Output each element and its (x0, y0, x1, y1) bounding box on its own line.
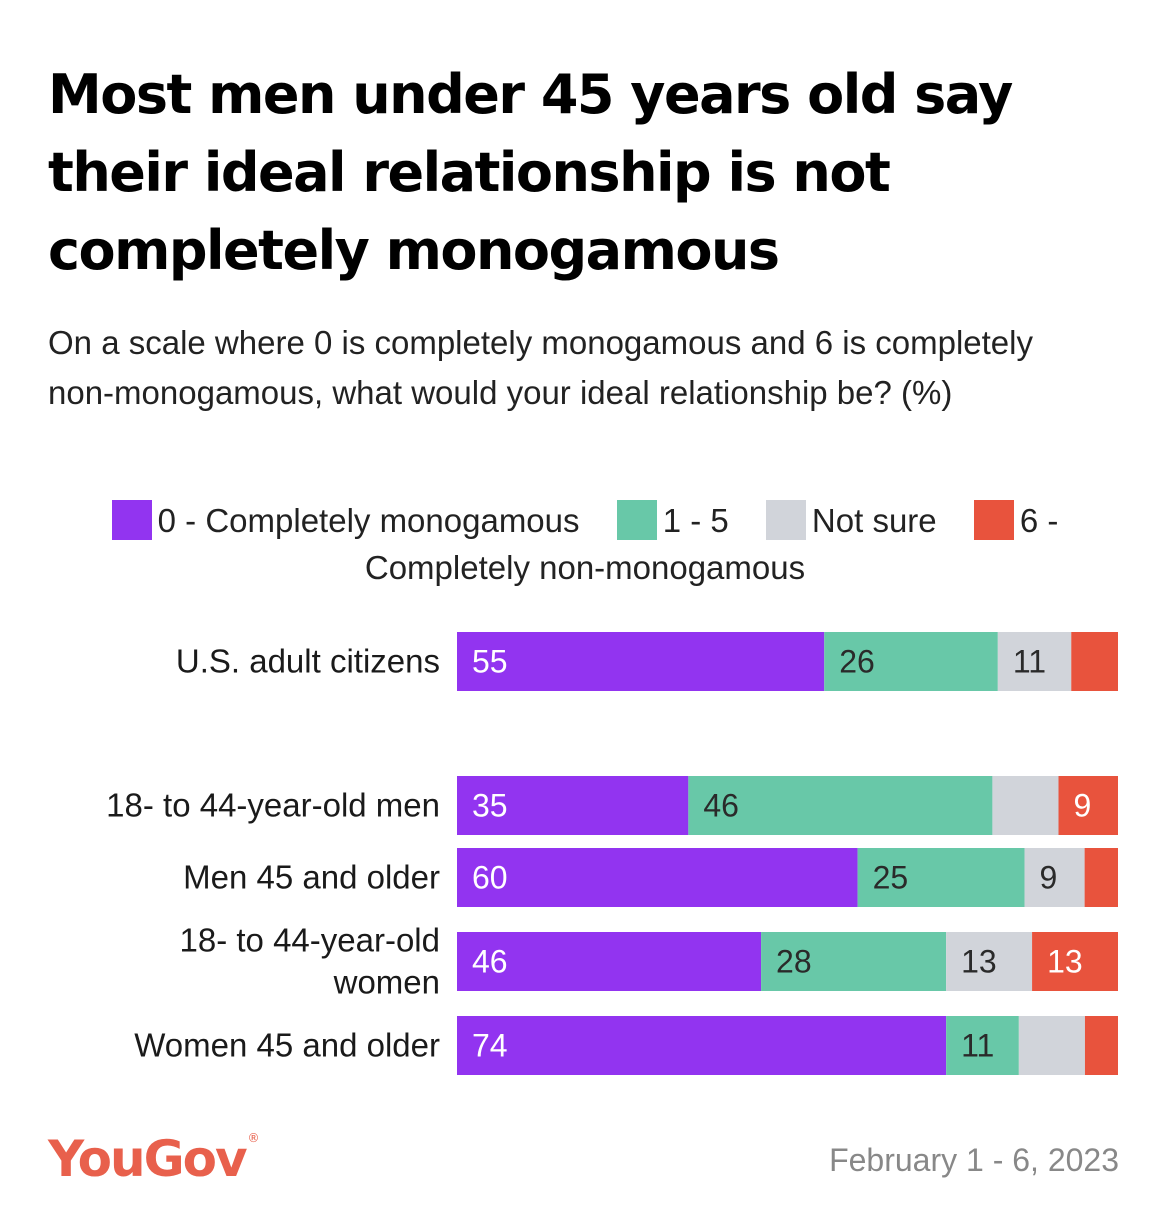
legend-item-non-monogamous: 6 - Completely non-monogamous (364, 500, 1059, 586)
legend-item-monogamous: 0 - Completely monogamous (111, 500, 580, 540)
legend-swatch (765, 500, 806, 540)
data-label: 13 (1047, 944, 1083, 980)
bar-segment-u-s-adult-citizens-0-completely-monogamous (457, 632, 825, 691)
data-label: 26 (839, 644, 875, 680)
bar-segment-men-45-and-older-not-sure (1024, 848, 1085, 907)
legend-swatch (616, 500, 657, 540)
yougov-logo: YouGov ® (48, 1130, 260, 1188)
data-label: 11 (1013, 644, 1046, 680)
chart-subtitle: On a scale where 0 is completely monogam… (48, 324, 1033, 411)
data-label: 11 (961, 1028, 994, 1064)
data-label: 28 (776, 944, 812, 980)
data-label: 46 (703, 788, 739, 824)
bar-segment-18-to-44-year-old-women-not-sure (946, 932, 1033, 991)
data-label: 9 (1074, 788, 1092, 824)
category-label: 18- to 44-year-old men (106, 787, 440, 824)
data-label: 46 (472, 944, 508, 980)
legend-item-1-5: 1 - 5 (589, 500, 729, 540)
legend-item-not-sure: Not sure (738, 500, 937, 540)
legend-label: 1 - 5 (662, 502, 729, 539)
data-label: 60 (472, 860, 508, 896)
bar-segment-18-to-44-year-old-women-1-5 (761, 932, 947, 991)
legend: 0 - Completely monogamous 1 - 5 Not sure… (50, 497, 1120, 591)
chart-title: Most men under 45 years old say their id… (48, 63, 1013, 282)
bar-segment-18-to-44-year-old-men-1-5 (688, 776, 993, 835)
category-label: Women 45 and older (134, 1027, 440, 1064)
data-label: 9 (1040, 860, 1058, 896)
bar-segment-18-to-44-year-old-men-0-completely-monogamous (457, 776, 689, 835)
bar-segment-women-45-and-older-not-sure (1018, 1016, 1085, 1075)
legend-swatch (973, 500, 1014, 540)
bar-segment-men-45-and-older-1-5 (857, 848, 1025, 907)
bar-segment-18-to-44-year-old-men-6-completely-non-monogamous (1058, 776, 1118, 835)
legend-label: Not sure (811, 502, 937, 539)
data-label: 35 (472, 788, 508, 824)
data-label: 74 (472, 1028, 508, 1064)
registered-mark: ® (247, 1131, 260, 1145)
data-label: 55 (472, 644, 508, 680)
bar-segment-women-45-and-older-1-5 (946, 1016, 1019, 1075)
category-label: U.S. adult citizens (176, 643, 440, 680)
data-label: 13 (961, 944, 997, 980)
bar-segment-18-to-44-year-old-men-not-sure (992, 776, 1059, 835)
category-label: 18- to 44-year-old (180, 922, 440, 959)
legend-swatch (111, 500, 152, 540)
logo-text: YouGov (48, 1130, 248, 1188)
bar-segment-18-to-44-year-old-women-6-completely-non-monogamous (1032, 932, 1118, 991)
bar-segment-u-s-adult-citizens-1-5 (824, 632, 998, 691)
legend-label: 6 - Completely non-monogamous (364, 502, 1059, 586)
data-label: 25 (873, 860, 909, 896)
category-label: women (333, 964, 440, 1001)
category-label: Men 45 and older (183, 859, 440, 896)
source-date: February 1 - 6, 2023 (829, 1142, 1119, 1178)
bar-segment-18-to-44-year-old-women-0-completely-monogamous (457, 932, 762, 991)
bar-segment-men-45-and-older-0-completely-monogamous (457, 848, 858, 907)
legend-label: 0 - Completely monogamous (157, 502, 580, 539)
bar-segment-men-45-and-older-6-completely-non-monogamous (1084, 848, 1118, 907)
bar-segment-u-s-adult-citizens-not-sure (997, 632, 1072, 691)
bar-segment-women-45-and-older-6-completely-non-monogamous (1084, 1016, 1118, 1075)
bar-segment-women-45-and-older-0-completely-monogamous (457, 1016, 947, 1075)
bar-segment-u-s-adult-citizens-6-completely-non-monogamous (1071, 632, 1118, 691)
